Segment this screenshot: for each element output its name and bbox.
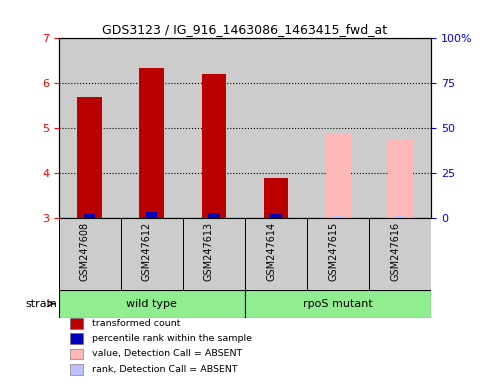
Bar [208, 213, 220, 218]
Text: GSM247614: GSM247614 [266, 222, 276, 281]
Bar [59, 38, 121, 218]
Text: strain: strain [25, 299, 57, 309]
Bar [70, 349, 83, 359]
Bar [140, 68, 164, 218]
Bar [394, 216, 406, 218]
Text: value, Detection Call = ABSENT: value, Detection Call = ABSENT [92, 349, 243, 359]
Bar [369, 218, 431, 290]
Title: GDS3123 / IG_916_1463086_1463415_fwd_at: GDS3123 / IG_916_1463086_1463415_fwd_at [102, 23, 388, 36]
Bar [245, 38, 307, 218]
Bar [307, 38, 369, 218]
Text: rpoS mutant: rpoS mutant [303, 299, 373, 309]
Bar [59, 290, 245, 318]
Bar [245, 218, 307, 290]
Bar [70, 318, 83, 329]
Text: GSM247615: GSM247615 [328, 222, 338, 281]
Text: GSM247616: GSM247616 [390, 222, 400, 281]
Bar [77, 97, 102, 218]
Bar [270, 214, 282, 218]
Text: percentile rank within the sample: percentile rank within the sample [92, 334, 252, 343]
Bar [84, 214, 96, 218]
Bar [369, 38, 431, 218]
Bar [59, 218, 121, 290]
Bar [183, 218, 245, 290]
Text: transformed count: transformed count [92, 319, 181, 328]
Bar [245, 290, 431, 318]
Text: GSM247613: GSM247613 [204, 222, 214, 281]
Bar [333, 216, 343, 218]
Text: rank, Detection Call = ABSENT: rank, Detection Call = ABSENT [92, 365, 238, 374]
Bar [264, 177, 289, 218]
Bar [388, 139, 413, 218]
Text: GSM247608: GSM247608 [80, 222, 90, 281]
Bar [70, 333, 83, 344]
Bar [70, 364, 83, 374]
Bar [201, 74, 226, 218]
Text: GSM247612: GSM247612 [142, 222, 152, 281]
Bar [121, 38, 183, 218]
Bar [121, 218, 183, 290]
Bar [183, 38, 245, 218]
Bar [307, 218, 369, 290]
Text: wild type: wild type [126, 299, 177, 309]
Bar [147, 212, 157, 218]
Bar [326, 133, 350, 218]
